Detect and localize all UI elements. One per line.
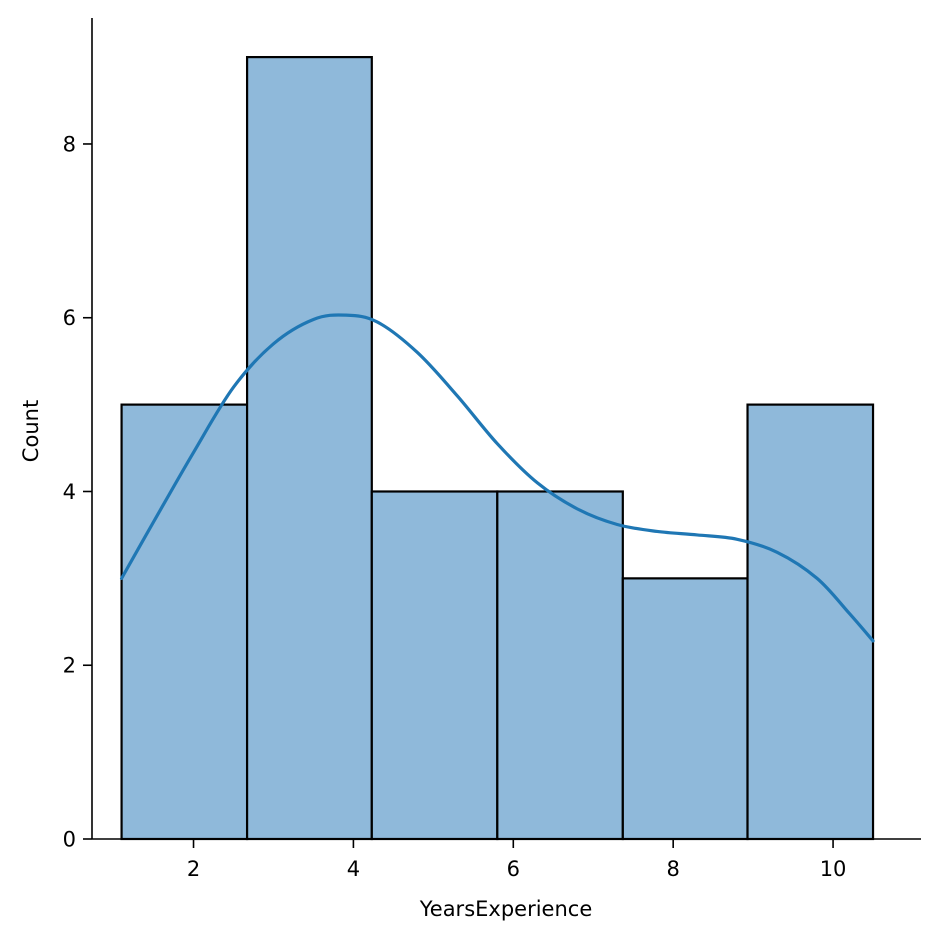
x-tick-label: 4 xyxy=(347,857,360,881)
y-tick-label: 6 xyxy=(63,306,76,330)
x-tick-label: 8 xyxy=(666,857,679,881)
histogram-bar-5 xyxy=(621,577,749,841)
x-tick-label: 2 xyxy=(187,857,200,881)
x-tick-label: 6 xyxy=(507,857,520,881)
y-tick-label: 8 xyxy=(63,132,76,156)
histogram-bar-4 xyxy=(496,490,624,841)
y-tick-label: 0 xyxy=(63,828,76,852)
kde-layer xyxy=(119,313,875,643)
bars-layer xyxy=(120,55,875,841)
histogram-bar-2 xyxy=(245,55,373,841)
x-tick-label: 10 xyxy=(820,857,847,881)
histogram-bar-1 xyxy=(120,403,249,841)
y-axis-label: Count xyxy=(19,400,43,462)
axes-layer: 2 4 6 8 10 0 2 4 6 8 xyxy=(63,18,921,881)
y-tick-label: 4 xyxy=(63,480,76,504)
y-tick-label: 2 xyxy=(63,654,76,678)
kde-line xyxy=(119,313,875,643)
x-axis-label: YearsExperience xyxy=(419,897,593,921)
histogram-bar-6 xyxy=(746,403,875,841)
histogram-bar-3 xyxy=(370,490,499,841)
